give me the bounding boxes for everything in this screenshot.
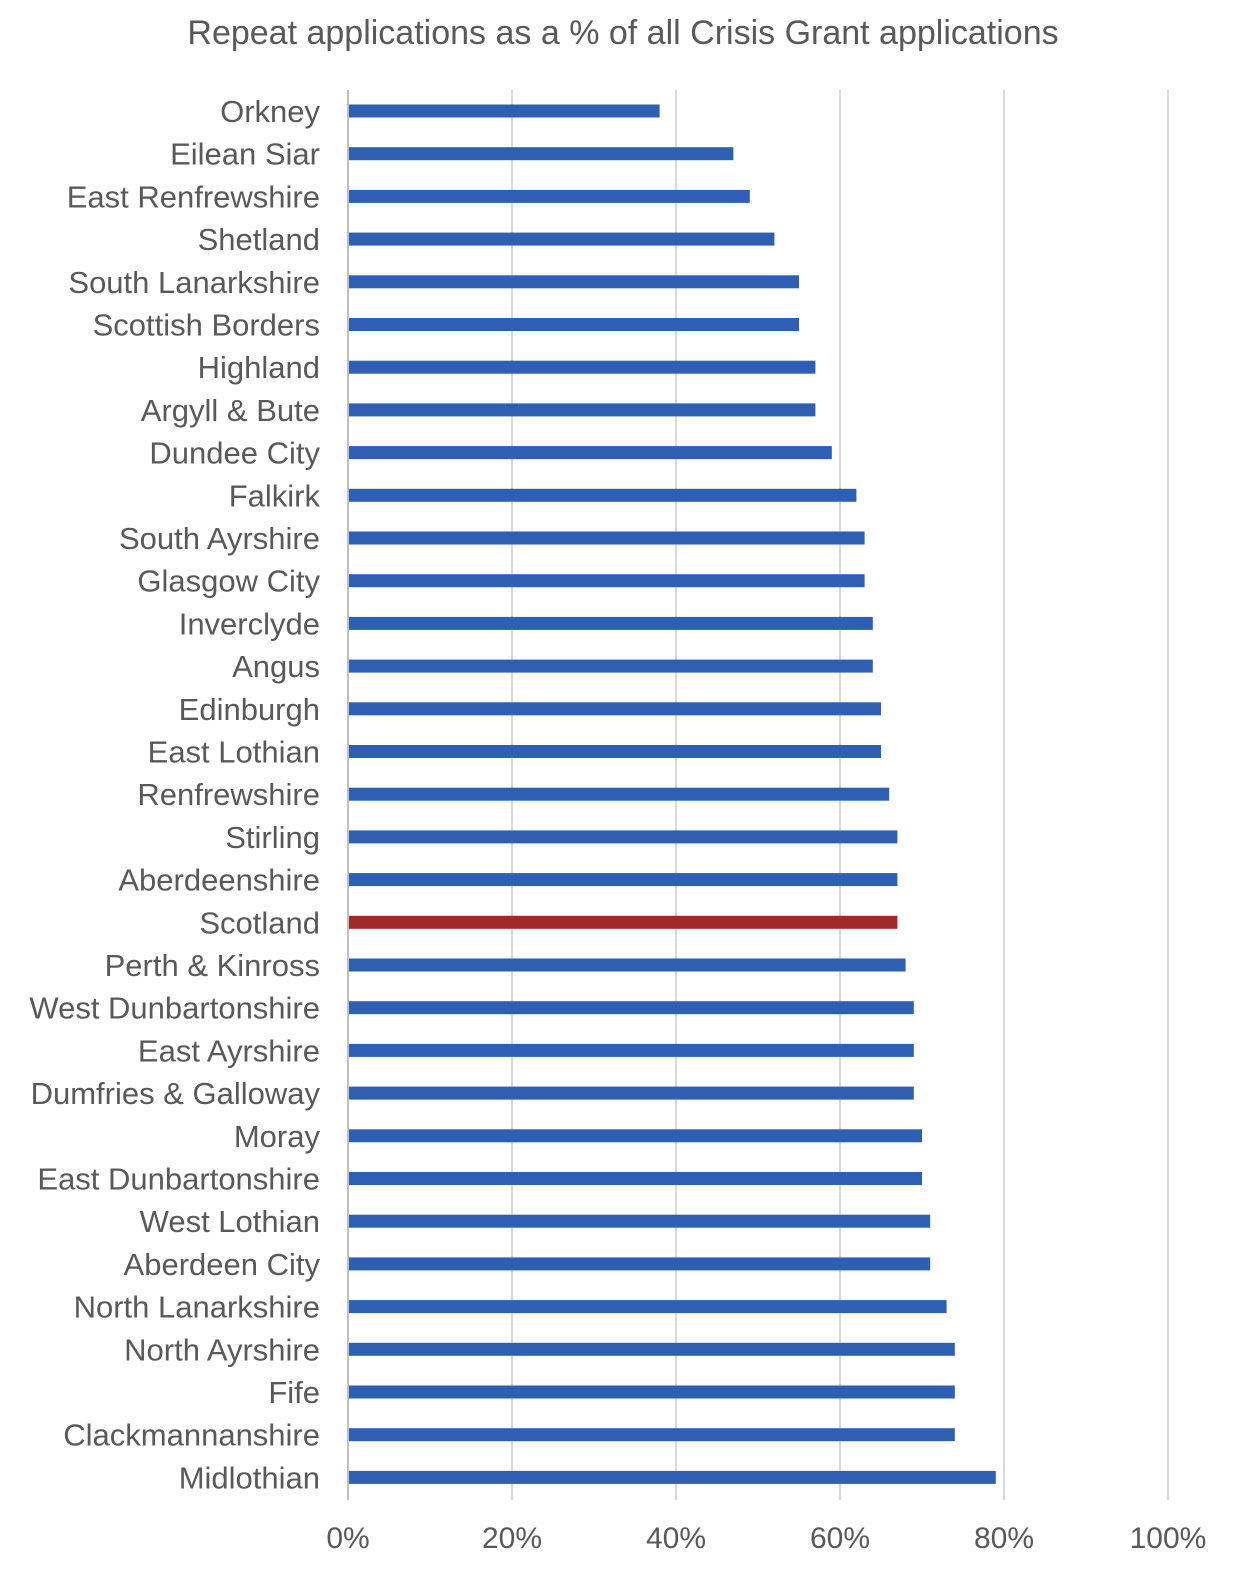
- category-label: West Lothian: [140, 1204, 320, 1239]
- category-label: East Renfrewshire: [67, 179, 320, 214]
- bar: [349, 574, 865, 588]
- bar: [349, 1214, 931, 1228]
- bar: [349, 104, 660, 118]
- category-label: Aberdeen City: [124, 1247, 321, 1282]
- category-label: Glasgow City: [137, 564, 320, 599]
- bar: [349, 1385, 955, 1399]
- category-label: Renfrewshire: [137, 777, 320, 812]
- bar: [349, 189, 750, 203]
- category-label: East Ayrshire: [138, 1033, 320, 1068]
- bar: [349, 275, 799, 289]
- bar: [349, 873, 898, 887]
- x-tick-label: 40%: [646, 1522, 706, 1555]
- bar: [349, 958, 906, 972]
- bar: [349, 147, 734, 161]
- bar: [349, 1043, 914, 1057]
- category-label: Inverclyde: [179, 606, 320, 641]
- bar-highlight: [349, 915, 898, 929]
- x-tick-label: 0%: [326, 1522, 369, 1555]
- bar: [349, 659, 873, 673]
- bar: [349, 1172, 922, 1185]
- category-label: Stirling: [225, 820, 320, 855]
- bar: [349, 745, 881, 758]
- category-label: Dumfries & Galloway: [31, 1076, 321, 1111]
- x-tick-label: 20%: [482, 1522, 542, 1555]
- category-label: Clackmannanshire: [63, 1418, 320, 1453]
- category-label: Scotland: [199, 905, 320, 940]
- category-label: Shetland: [198, 222, 320, 257]
- category-label: Dundee City: [149, 436, 320, 471]
- bar: [349, 1001, 914, 1015]
- chart-title: Repeat applications as a % of all Crisis…: [187, 14, 1059, 52]
- category-label: Argyll & Bute: [141, 393, 320, 428]
- bar: [349, 403, 816, 417]
- bar: [349, 531, 865, 545]
- bar: [349, 1257, 931, 1271]
- bar: [349, 318, 799, 331]
- bar: [349, 360, 816, 374]
- category-label: Eilean Siar: [170, 137, 320, 172]
- bar: [349, 446, 832, 460]
- category-label: East Lothian: [148, 735, 320, 770]
- category-label: Highland: [198, 350, 320, 385]
- category-label: North Ayrshire: [124, 1332, 320, 1367]
- category-label: Edinburgh: [179, 692, 320, 727]
- bar: [349, 1342, 955, 1356]
- category-label: East Dunbartonshire: [37, 1162, 320, 1197]
- category-label: Aberdeenshire: [118, 863, 320, 898]
- bar: [349, 1428, 955, 1442]
- category-label: West Dunbartonshire: [29, 991, 320, 1026]
- category-label: Moray: [234, 1119, 321, 1154]
- bar: [349, 830, 898, 844]
- category-label: Angus: [232, 649, 320, 684]
- bar: [349, 787, 890, 801]
- category-label: Orkney: [220, 94, 320, 129]
- bar: [349, 616, 873, 630]
- category-label: Fife: [268, 1375, 320, 1410]
- category-label: Midlothian: [179, 1460, 320, 1495]
- x-tick-label: 100%: [1130, 1522, 1207, 1555]
- category-label: Falkirk: [229, 478, 321, 513]
- category-label: North Lanarkshire: [74, 1290, 320, 1325]
- category-label: Perth & Kinross: [105, 948, 320, 983]
- x-tick-label: 80%: [974, 1522, 1034, 1555]
- category-label: South Lanarkshire: [68, 265, 320, 300]
- bar: [349, 1470, 996, 1484]
- bar: [349, 232, 775, 246]
- x-tick-label: 60%: [810, 1522, 870, 1555]
- bar: [349, 1086, 914, 1100]
- category-label: South Ayrshire: [119, 521, 320, 556]
- bar: [349, 1129, 922, 1143]
- bar: [349, 1300, 947, 1314]
- bar: [349, 702, 881, 716]
- bar: [349, 488, 857, 502]
- category-label: Scottish Borders: [93, 308, 320, 343]
